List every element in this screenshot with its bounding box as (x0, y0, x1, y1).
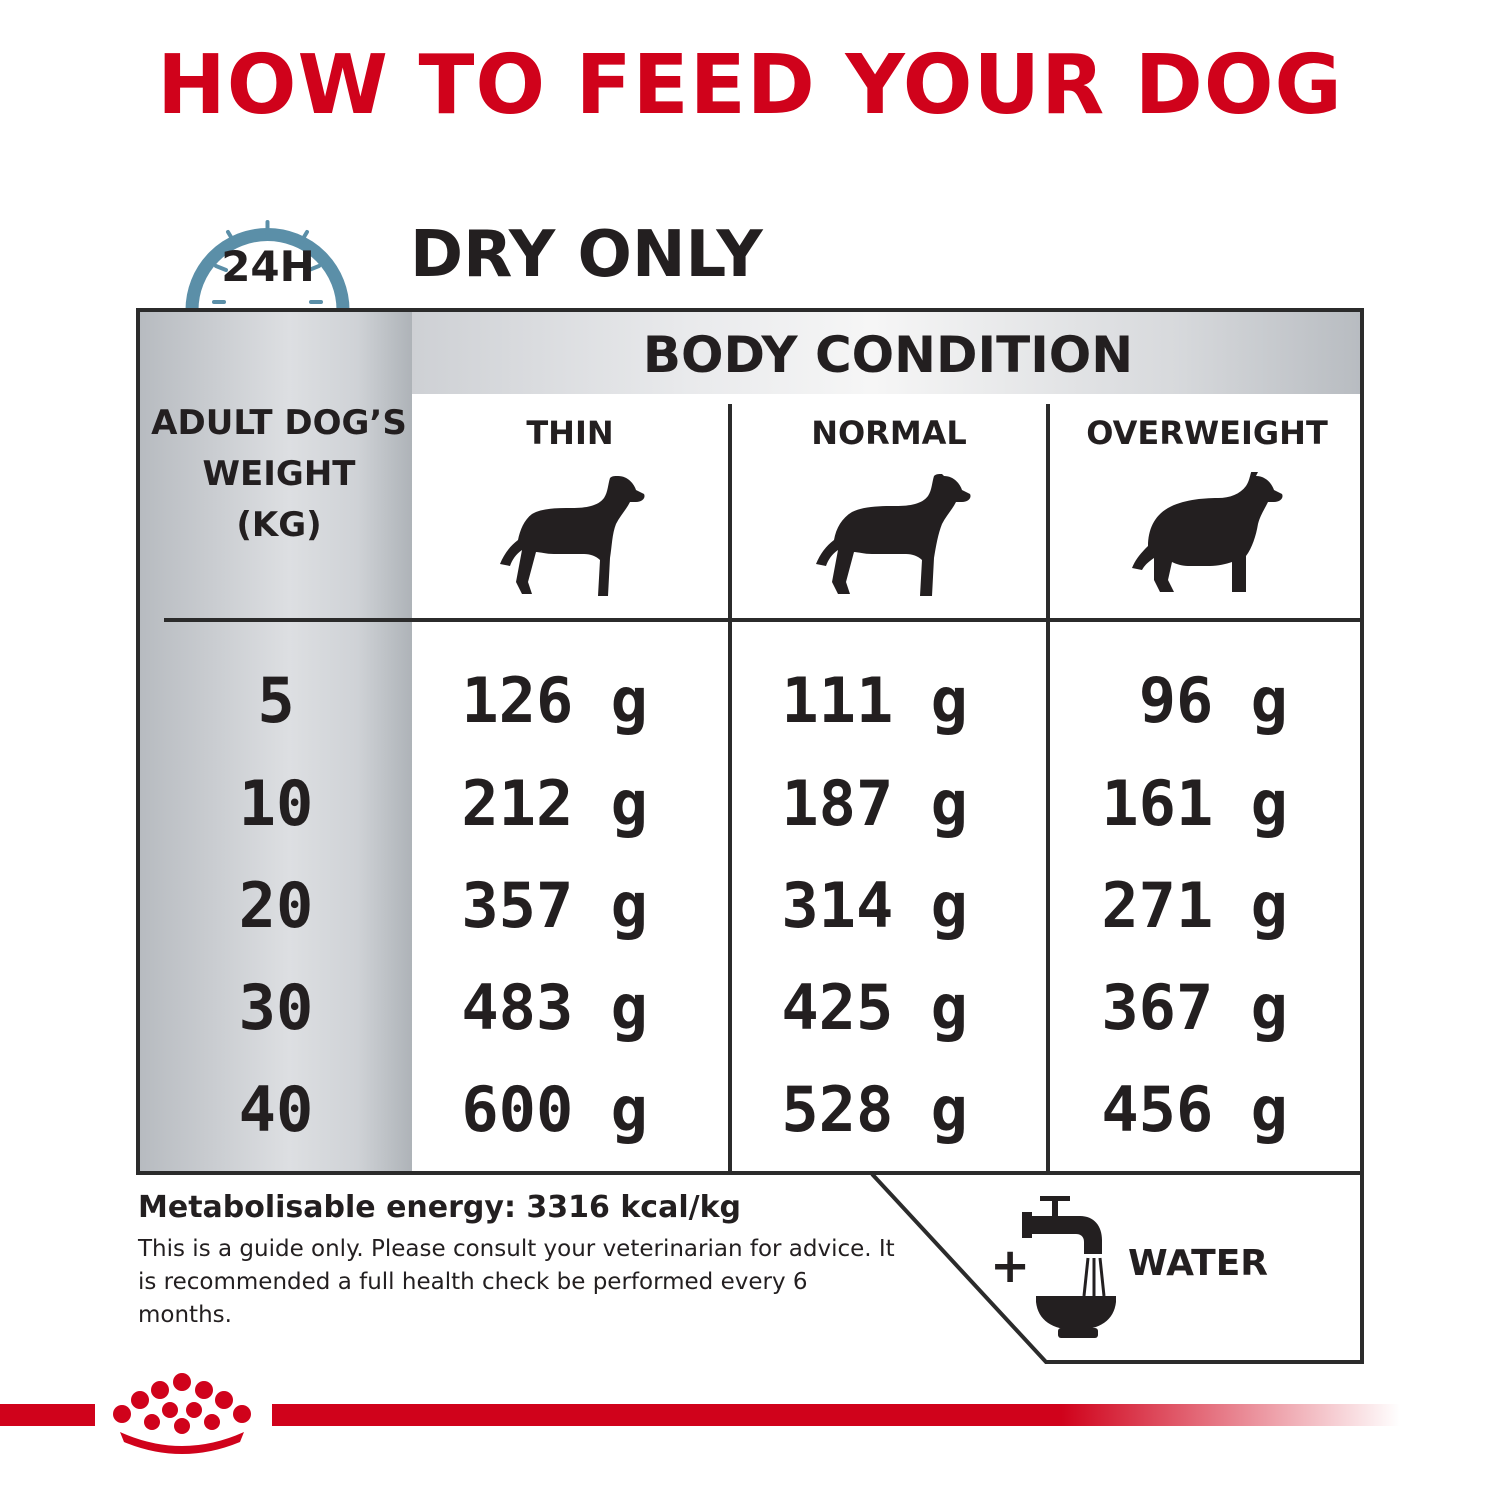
clock-icon (185, 220, 350, 311)
portion-overweight: 96 g (1138, 664, 1288, 737)
column-header-thin: THIN (526, 414, 614, 452)
column-header-normal: NORMAL (811, 414, 967, 452)
portion-thin: 126 g (461, 664, 648, 737)
water-panel (870, 1170, 1364, 1364)
feeding-table: BODY CONDITION ADULT DOG’S WEIGHT (KG) T… (136, 308, 1364, 1175)
plus-sign: + (990, 1238, 1031, 1294)
dog-overweight-icon (1132, 472, 1283, 592)
header-divider (164, 618, 1360, 622)
weight-band (140, 312, 412, 1171)
portion-normal: 187 g (781, 767, 968, 840)
dog-thin-icon (500, 476, 645, 596)
weight-value: 10 (238, 767, 314, 840)
weight-header-line: ADULT DOG’S (151, 403, 407, 443)
page-title: HOW TO FEED YOUR DOG (157, 38, 1343, 133)
weight-header-line: WEIGHT (202, 454, 356, 494)
weight-header-line: (KG) (236, 505, 322, 545)
footer-rule (272, 1404, 1400, 1426)
metabolisable-energy: Metabolisable energy: 3316 kcal/kg (138, 1190, 741, 1225)
body-condition-header: BODY CONDITION (642, 326, 1134, 384)
weight-column-header: ADULT DOG’S WEIGHT (KG) (140, 398, 418, 551)
portion-normal: 314 g (781, 869, 968, 942)
portion-thin: 600 g (461, 1073, 648, 1146)
guide-note: This is a guide only. Please consult you… (138, 1236, 895, 1328)
weight-value: 40 (238, 1073, 314, 1146)
portion-overweight: 367 g (1101, 971, 1288, 1044)
weight-value: 5 (257, 664, 295, 737)
clock-label: 24H (221, 242, 315, 291)
weight-value: 20 (238, 869, 314, 942)
column-header-overweight: OVERWEIGHT (1086, 414, 1328, 452)
portion-thin: 212 g (461, 767, 648, 840)
column-divider (728, 404, 732, 1171)
column-divider (1046, 404, 1050, 1171)
weight-value: 30 (238, 971, 314, 1044)
footer-rule (0, 1404, 95, 1426)
portion-normal: 111 g (781, 664, 968, 737)
water-label: WATER (1128, 1243, 1269, 1284)
feeding-mode-label: DRY ONLY (410, 218, 763, 292)
portion-normal: 425 g (781, 971, 968, 1044)
dog-normal-icon (816, 474, 971, 596)
portion-normal: 528 g (781, 1073, 968, 1146)
portion-overweight: 271 g (1101, 869, 1288, 942)
portion-thin: 483 g (461, 971, 648, 1044)
portion-overweight: 456 g (1101, 1073, 1288, 1146)
portion-overweight: 161 g (1101, 767, 1288, 840)
royal-canin-crown-icon (113, 1373, 251, 1454)
water-tap-icon (1022, 1196, 1116, 1338)
portion-thin: 357 g (461, 869, 648, 942)
